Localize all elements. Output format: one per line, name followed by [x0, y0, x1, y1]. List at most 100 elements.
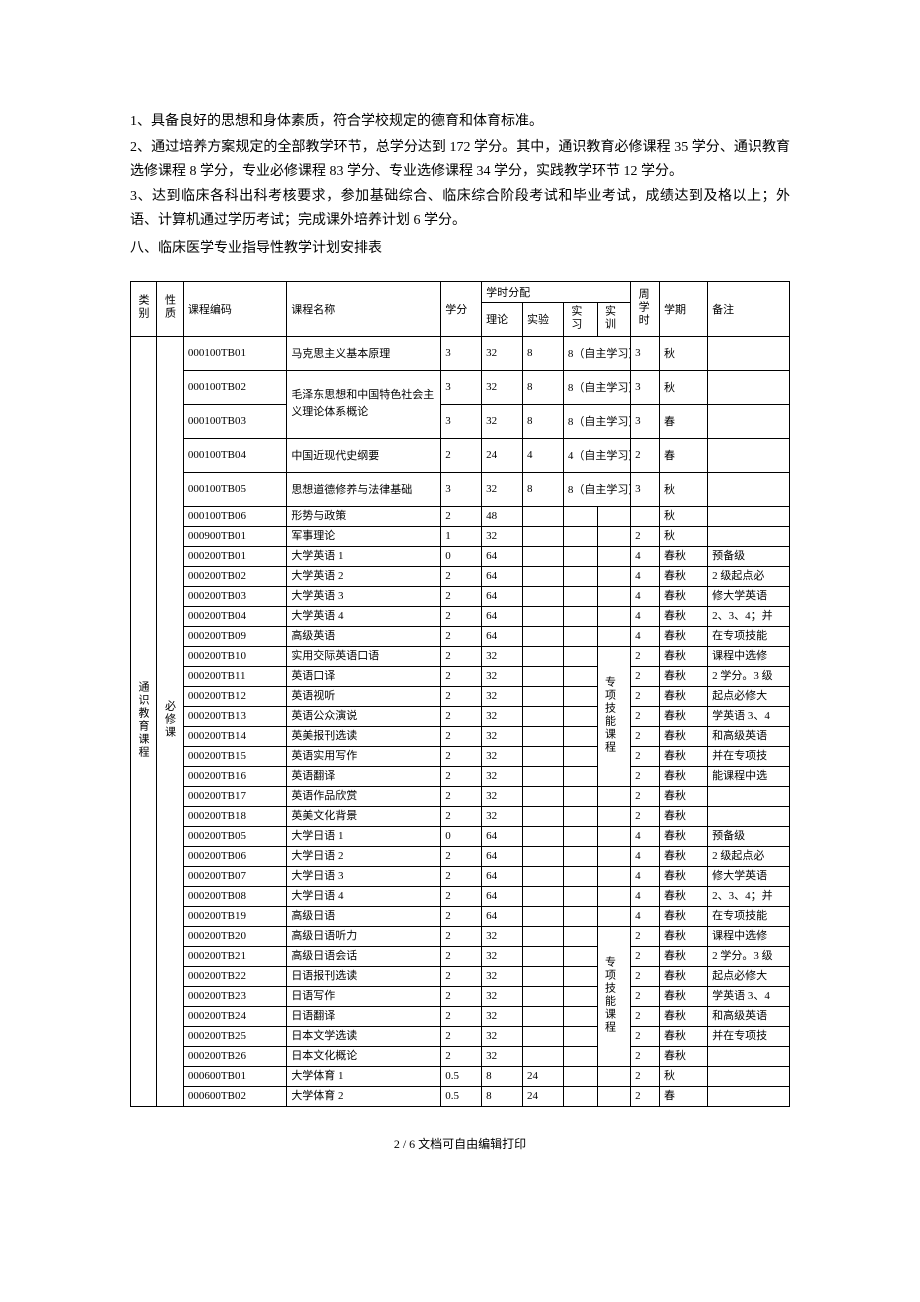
- cell-theory: 64: [482, 886, 523, 906]
- cell-weekly: 2: [631, 726, 660, 746]
- cell-code: 000200TB06: [183, 846, 286, 866]
- table-row: 000200TB17英语作品欣赏2322春秋: [131, 786, 790, 806]
- cell-experiment: [522, 606, 563, 626]
- cell-experiment: [522, 646, 563, 666]
- hdr-name: 课程名称: [287, 281, 441, 336]
- cell-weekly: 2: [631, 666, 660, 686]
- table-row: 000100TB02毛泽东思想和中国特色社会主义理论体系概论33288（自主学习…: [131, 370, 790, 404]
- cell-course-name: 英语公众演说: [287, 706, 441, 726]
- table-row: 000200TB14英美报刊选读2322春秋和高级英语: [131, 726, 790, 746]
- cell-term: 春秋: [660, 566, 708, 586]
- table-row: 000100TB05思想道德修养与法律基础33288（自主学习）3秋: [131, 472, 790, 506]
- cell-experiment: [522, 966, 563, 986]
- cell-course-name: 大学日语 3: [287, 866, 441, 886]
- cell-note: 学英语 3、4: [708, 986, 790, 1006]
- cell-training: [597, 546, 631, 566]
- cell-practice: [563, 666, 597, 686]
- cell-course-name: 高级英语: [287, 626, 441, 646]
- cell-practice: [563, 546, 597, 566]
- cell-practice: [563, 866, 597, 886]
- cell-course-name: 日语报刊选读: [287, 966, 441, 986]
- cell-course-name: 英语视听: [287, 686, 441, 706]
- cell-course-name: 大学体育 2: [287, 1086, 441, 1106]
- cell-credit: 2: [441, 966, 482, 986]
- cell-practice: [563, 706, 597, 726]
- cell-practice: [563, 726, 597, 746]
- cell-credit: 2: [441, 438, 482, 472]
- cell-practice: [563, 906, 597, 926]
- cell-code: 000100TB05: [183, 472, 286, 506]
- cell-practice: [563, 846, 597, 866]
- cell-note: [708, 370, 790, 404]
- cell-code: 000200TB08: [183, 886, 286, 906]
- cell-experiment: [522, 506, 563, 526]
- cell-term: 春秋: [660, 706, 708, 726]
- paragraph-2: 2、通过培养方案规定的全部教学环节，总学分达到 172 学分。其中，通识教育必修…: [130, 136, 790, 184]
- cell-code: 000200TB23: [183, 986, 286, 1006]
- cell-self-study: 8（自主学习）: [563, 404, 630, 438]
- cell-experiment: [522, 746, 563, 766]
- cell-credit: 2: [441, 786, 482, 806]
- cell-practice: [563, 886, 597, 906]
- cell-term: 春秋: [660, 1006, 708, 1026]
- cell-training: [597, 526, 631, 546]
- cell-weekly: 2: [631, 966, 660, 986]
- cell-practice: [563, 626, 597, 646]
- cell-credit: 0: [441, 546, 482, 566]
- cell-weekly: 3: [631, 336, 660, 370]
- cell-experiment: [522, 586, 563, 606]
- cell-credit: 2: [441, 1026, 482, 1046]
- paragraph-3: 3、达到临床各科出科考核要求，参加基础综合、临床综合阶段考试和毕业考试，成绩达到…: [130, 185, 790, 233]
- table-row: 000900TB01军事理论1322秋: [131, 526, 790, 546]
- cell-note: 和高级英语: [708, 726, 790, 746]
- cell-term: 春: [660, 404, 708, 438]
- cell-code: 000600TB01: [183, 1066, 286, 1086]
- table-row: 000200TB07大学日语 32644春秋修大学英语: [131, 866, 790, 886]
- cell-note: 并在专项技: [708, 1026, 790, 1046]
- cell-code: 000100TB01: [183, 336, 286, 370]
- cell-note: [708, 404, 790, 438]
- cell-code: 000100TB06: [183, 506, 286, 526]
- cell-credit: 3: [441, 404, 482, 438]
- cell-code: 000200TB12: [183, 686, 286, 706]
- cell-code: 000200TB07: [183, 866, 286, 886]
- cell-experiment: 8: [522, 404, 563, 438]
- table-row: 000100TB0333288（自主学习）3春: [131, 404, 790, 438]
- cell-practice: [563, 986, 597, 1006]
- cell-course-name: 英语作品欣赏: [287, 786, 441, 806]
- cell-credit: 0.5: [441, 1086, 482, 1106]
- cell-code: 000200TB09: [183, 626, 286, 646]
- cell-course-name: 英美文化背景: [287, 806, 441, 826]
- hdr-weekly: 周学时: [631, 281, 660, 336]
- table-row: 000100TB06形势与政策248秋: [131, 506, 790, 526]
- cell-course-name: 日语写作: [287, 986, 441, 1006]
- cell-code: 000200TB21: [183, 946, 286, 966]
- cell-weekly: 2: [631, 1086, 660, 1106]
- cell-experiment: 24: [522, 1066, 563, 1086]
- cell-theory: 8: [482, 1066, 523, 1086]
- cell-term: 春秋: [660, 766, 708, 786]
- cell-course-name: 高级日语: [287, 906, 441, 926]
- cell-experiment: [522, 806, 563, 826]
- cell-training: [597, 906, 631, 926]
- table-body: 通识教育课程必修课000100TB01马克思主义基本原理33288（自主学习）3…: [131, 336, 790, 1106]
- cell-note: [708, 526, 790, 546]
- cell-experiment: [522, 986, 563, 1006]
- cell-weekly: 2: [631, 1046, 660, 1066]
- cell-credit: 3: [441, 370, 482, 404]
- cell-theory: 32: [482, 404, 523, 438]
- cell-note: [708, 336, 790, 370]
- paragraph-1: 1、具备良好的思想和身体素质，符合学校规定的德育和体育标准。: [130, 110, 790, 134]
- cell-credit: 3: [441, 336, 482, 370]
- cell-note: 在专项技能: [708, 626, 790, 646]
- table-row: 000200TB08大学日语 42644春秋2、3、4；并: [131, 886, 790, 906]
- cell-theory: 64: [482, 626, 523, 646]
- cell-training: [597, 606, 631, 626]
- cell-credit: 2: [441, 946, 482, 966]
- hdr-training: 实训: [597, 302, 631, 336]
- cell-note: 并在专项技: [708, 746, 790, 766]
- cell-note: 起点必修大: [708, 686, 790, 706]
- cell-credit: 2: [441, 506, 482, 526]
- cell-weekly: 3: [631, 370, 660, 404]
- cell-weekly: 2: [631, 526, 660, 546]
